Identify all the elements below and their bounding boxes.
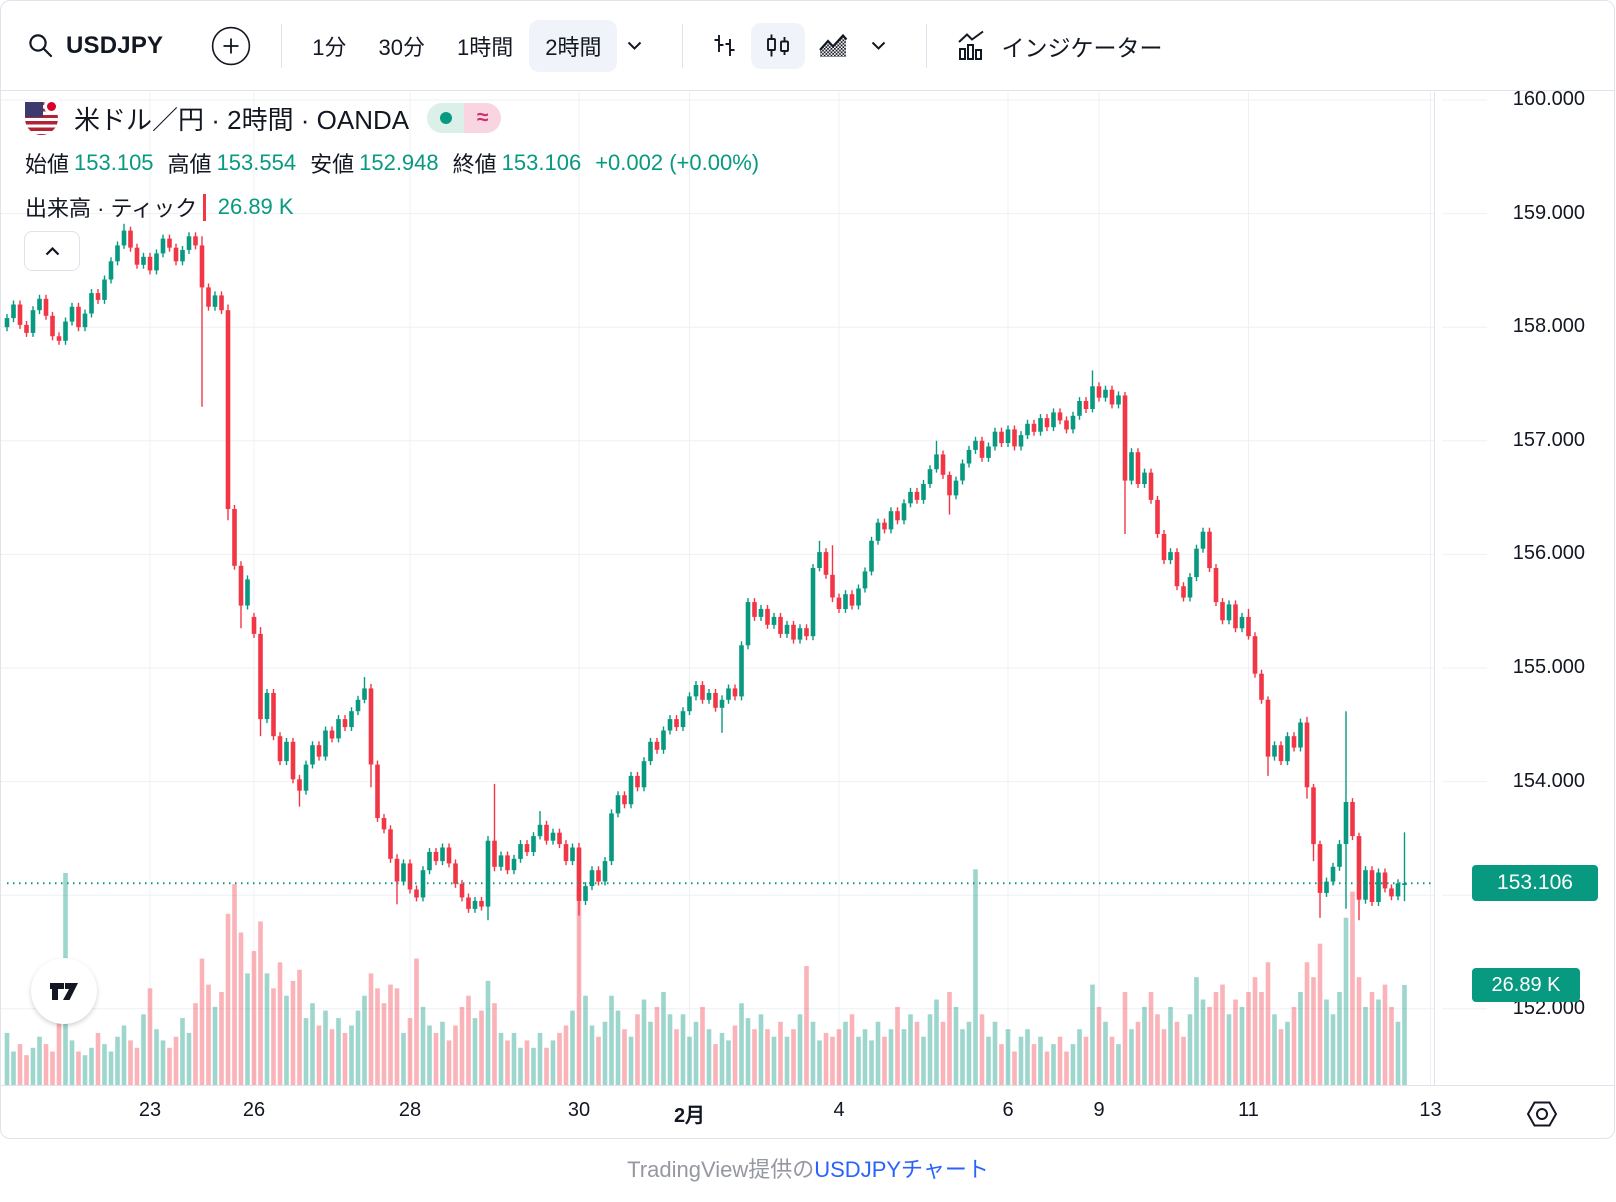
candlestick-chart[interactable] — [1, 92, 1614, 1139]
interval-dropdown-chevron-icon[interactable] — [617, 33, 652, 58]
symbol-description[interactable]: 米ドル／円 · 2時間 · OANDA — [74, 104, 410, 135]
close-label: 終値 — [452, 152, 497, 177]
time-axis-label: 28 — [398, 1099, 422, 1121]
price-axis-label: 159.000 — [1512, 201, 1585, 224]
attribution-text: TradingView提供の — [627, 1157, 815, 1182]
change-value: +0.002 (+0.00%) — [595, 150, 760, 175]
interval-button-1hour[interactable]: 1時間 — [441, 20, 529, 72]
ohlc-row: 始値 153.105 高値 153.554 安値 152.948 終値 153.… — [25, 147, 759, 179]
price-axis-label: 154.000 — [1512, 769, 1585, 792]
toolbar-divider — [926, 23, 928, 68]
price-axis-label: 157.000 — [1512, 428, 1585, 451]
toolbar-divider — [281, 23, 283, 68]
chart-type-bars-icon[interactable] — [697, 23, 751, 69]
interval-button-30min[interactable]: 30分 — [363, 20, 441, 72]
collapse-legend-button[interactable] — [24, 231, 80, 271]
volume-bars — [4, 861, 1407, 1085]
horizontal-gridlines — [1, 99, 1487, 1010]
time-axis-label: 11 — [1238, 1099, 1259, 1121]
symbol-search-button[interactable]: USDJPY — [66, 31, 164, 59]
time-axis-label: 9 — [1093, 1099, 1105, 1121]
axis-settings-gear-icon[interactable] — [1525, 1099, 1559, 1129]
interval-button-1min[interactable]: 1分 — [296, 20, 362, 72]
chart-type-area-icon[interactable] — [805, 23, 861, 69]
candles — [4, 223, 1407, 921]
time-axis-label: 26 — [242, 1099, 266, 1121]
indicators-label: インジケーター — [1001, 34, 1163, 61]
compare-add-button[interactable] — [211, 26, 251, 66]
price-axis-label: 155.000 — [1512, 656, 1585, 678]
low-value: 152.948 — [359, 150, 439, 175]
vertical-gridlines — [149, 92, 1431, 1085]
chart-legend: 米ドル／円 · 2時間 · OANDA ≈ 始値 153.105 高値 153.… — [25, 96, 759, 223]
top-toolbar: USDJPY 1分 30分 1時間 2時間 — [1, 1, 1614, 91]
volume-label: 出来高 · ティック — [25, 196, 198, 221]
time-axis[interactable]: 23 26 28 30 2月 4 6 9 11 13 — [1, 1085, 1614, 1139]
indicators-icon — [955, 30, 989, 62]
last-price-badge: 153.106 — [1472, 865, 1598, 902]
price-axis-label: 152.000 — [1512, 996, 1585, 1019]
indicators-button[interactable]: インジケーター — [955, 29, 1162, 63]
attribution: TradingView提供のUSDJPYチャート — [0, 1152, 1616, 1184]
chart-type-candles-icon[interactable] — [751, 22, 806, 69]
delayed-data-icon: ≈ — [464, 103, 502, 133]
chart-area: 米ドル／円 · 2時間 · OANDA ≈ 始値 153.105 高値 153.… — [1, 88, 1614, 1139]
time-axis-label: 2月 — [673, 1105, 706, 1127]
open-value: 153.105 — [74, 150, 154, 175]
low-label: 安値 — [310, 152, 355, 177]
volume-value: 26.89 K — [217, 194, 294, 219]
time-axis-label: 4 — [833, 1099, 845, 1121]
red-marker — [203, 193, 206, 221]
high-label: 高値 — [167, 152, 212, 177]
interval-button-2hour-selected[interactable]: 2時間 — [529, 19, 618, 72]
price-axis-label: 160.000 — [1512, 88, 1585, 110]
time-axis-label: 6 — [1002, 1099, 1014, 1121]
time-axis-label: 23 — [138, 1099, 162, 1121]
open-label: 始値 — [25, 152, 70, 177]
market-open-dot-icon — [427, 103, 465, 133]
price-axis[interactable]: 160.000 159.000 158.000 157.000 156.000 155.0… — [1434, 88, 1614, 1085]
attribution-link[interactable]: USDJPYチャート — [814, 1157, 989, 1182]
tradingview-chart-widget: USDJPY 1分 30分 1時間 2時間 — [0, 0, 1615, 1139]
close-value: 153.106 — [501, 150, 582, 175]
price-axis-label: 158.000 — [1512, 315, 1585, 338]
toolbar-divider — [682, 23, 684, 68]
volume-row: 出来高 · ティック 26.89 K — [25, 191, 759, 223]
usdjpy-flag-icon — [25, 96, 62, 135]
time-axis-label: 30 — [567, 1099, 591, 1121]
tradingview-logo[interactable] — [31, 958, 97, 1024]
chart-type-dropdown-chevron-icon[interactable] — [861, 33, 896, 58]
search-icon[interactable] — [27, 32, 54, 59]
market-status-toggle[interactable]: ≈ — [427, 103, 502, 133]
price-axis-label: 156.000 — [1512, 542, 1585, 565]
high-value: 153.554 — [216, 150, 297, 175]
time-axis-label: 13 — [1419, 1099, 1442, 1121]
volume-badge: 26.89 K — [1472, 968, 1580, 1002]
